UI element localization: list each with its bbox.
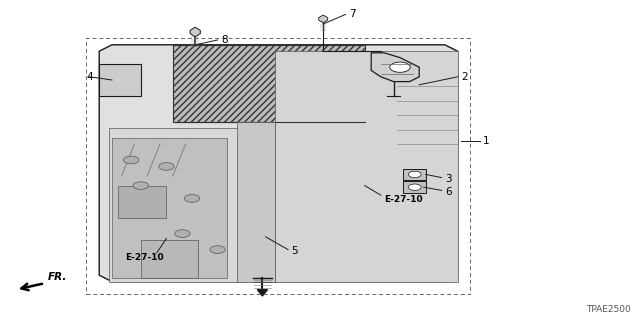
Bar [403, 169, 426, 180]
Text: 5: 5 [291, 246, 298, 256]
Text: 7: 7 [349, 9, 355, 20]
Bar [403, 181, 426, 193]
Text: 1: 1 [483, 136, 490, 146]
Text: 4: 4 [86, 72, 93, 82]
Circle shape [184, 195, 200, 202]
Bar [86, 38, 470, 294]
Bar [99, 64, 141, 96]
Circle shape [124, 156, 139, 164]
Polygon shape [112, 138, 227, 278]
Text: 8: 8 [221, 35, 227, 45]
Text: FR.: FR. [48, 272, 67, 282]
Polygon shape [109, 128, 243, 282]
Polygon shape [319, 15, 328, 23]
Polygon shape [99, 45, 458, 282]
Polygon shape [190, 27, 200, 37]
Text: TPAE2500: TPAE2500 [586, 305, 630, 314]
Text: 6: 6 [445, 187, 451, 197]
Circle shape [159, 163, 174, 170]
Text: 3: 3 [445, 174, 451, 184]
Polygon shape [275, 51, 458, 282]
Text: 2: 2 [461, 72, 467, 82]
Bar [141, 240, 198, 278]
Circle shape [133, 182, 148, 189]
Circle shape [390, 62, 410, 72]
Text: E-27-10: E-27-10 [125, 253, 163, 262]
Polygon shape [257, 290, 268, 296]
Text: E-27-10: E-27-10 [384, 196, 422, 204]
Polygon shape [371, 53, 419, 82]
Circle shape [175, 230, 190, 237]
Bar [118, 186, 166, 218]
Polygon shape [237, 122, 275, 282]
Circle shape [408, 184, 421, 190]
Circle shape [210, 246, 225, 253]
Bar [173, 45, 365, 122]
Circle shape [408, 171, 421, 178]
